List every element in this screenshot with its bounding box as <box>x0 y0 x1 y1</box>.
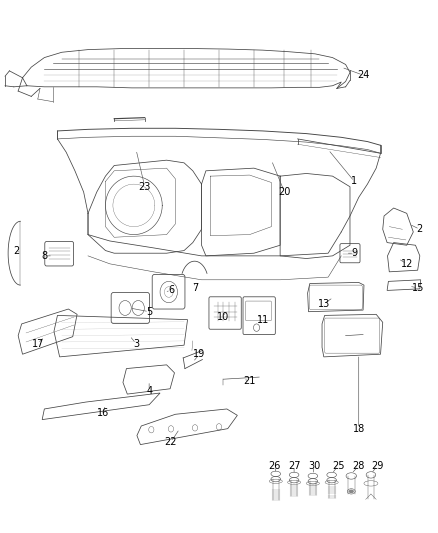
Text: 24: 24 <box>357 70 369 80</box>
Text: 23: 23 <box>138 182 151 192</box>
Text: 6: 6 <box>168 286 174 295</box>
Text: 29: 29 <box>371 461 384 471</box>
Text: 28: 28 <box>353 461 365 471</box>
Text: 13: 13 <box>318 298 330 309</box>
Text: 8: 8 <box>41 251 47 261</box>
Text: 16: 16 <box>97 408 110 418</box>
Text: 3: 3 <box>133 338 139 349</box>
Text: 1: 1 <box>351 176 357 187</box>
Text: 2: 2 <box>13 246 19 255</box>
Text: 26: 26 <box>268 461 281 471</box>
Text: 5: 5 <box>146 306 152 317</box>
Ellipse shape <box>349 489 354 493</box>
Text: 20: 20 <box>278 187 291 197</box>
Text: 27: 27 <box>288 461 300 471</box>
Text: 15: 15 <box>411 283 424 293</box>
Text: 4: 4 <box>146 386 152 397</box>
Text: 11: 11 <box>257 314 269 325</box>
Text: 2: 2 <box>417 224 423 235</box>
Text: 10: 10 <box>217 312 230 322</box>
Text: 25: 25 <box>332 461 344 471</box>
Text: 9: 9 <box>351 248 357 258</box>
Text: 19: 19 <box>193 349 205 359</box>
Text: 17: 17 <box>32 338 44 349</box>
Text: 12: 12 <box>401 259 413 269</box>
Text: 18: 18 <box>353 424 365 434</box>
Text: 21: 21 <box>244 376 256 386</box>
Text: 22: 22 <box>165 437 177 447</box>
Text: 7: 7 <box>192 283 198 293</box>
Text: 30: 30 <box>308 461 320 471</box>
